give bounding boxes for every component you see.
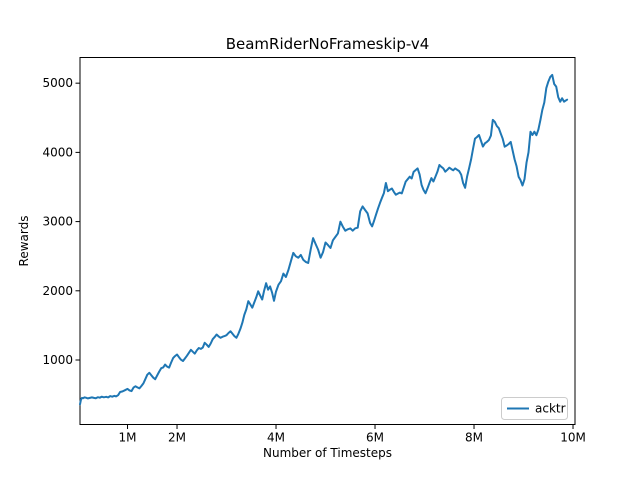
y-axis-label: Rewards — [17, 216, 31, 267]
chart-title: BeamRiderNoFrameskip-v4 — [226, 35, 430, 53]
y-tick-label: 1000 — [42, 353, 73, 367]
x-tick-label: 4M — [267, 431, 285, 445]
legend-box — [501, 397, 568, 420]
plot-border — [79, 57, 576, 425]
x-tick-label: 8M — [465, 431, 483, 445]
x-axis-ticks: 1M 2M 4M 6M 8M 10M — [119, 424, 586, 445]
y-axis-ticks: 1000 2000 3000 4000 5000 — [42, 76, 80, 367]
x-tick-label: 2M — [168, 431, 186, 445]
x-tick-label: 10M — [560, 431, 586, 445]
series-line-acktr — [79, 73, 569, 406]
x-tick-label: 1M — [119, 431, 137, 445]
y-tick-label: 2000 — [42, 284, 73, 298]
legend-label: acktr — [535, 402, 566, 416]
legend: acktr — [501, 397, 568, 420]
y-tick-label: 5000 — [42, 76, 73, 90]
y-tick-label: 3000 — [42, 215, 73, 229]
y-tick-label: 4000 — [42, 145, 73, 159]
x-axis-label: Number of Timesteps — [263, 446, 392, 460]
x-tick-label: 6M — [366, 431, 384, 445]
